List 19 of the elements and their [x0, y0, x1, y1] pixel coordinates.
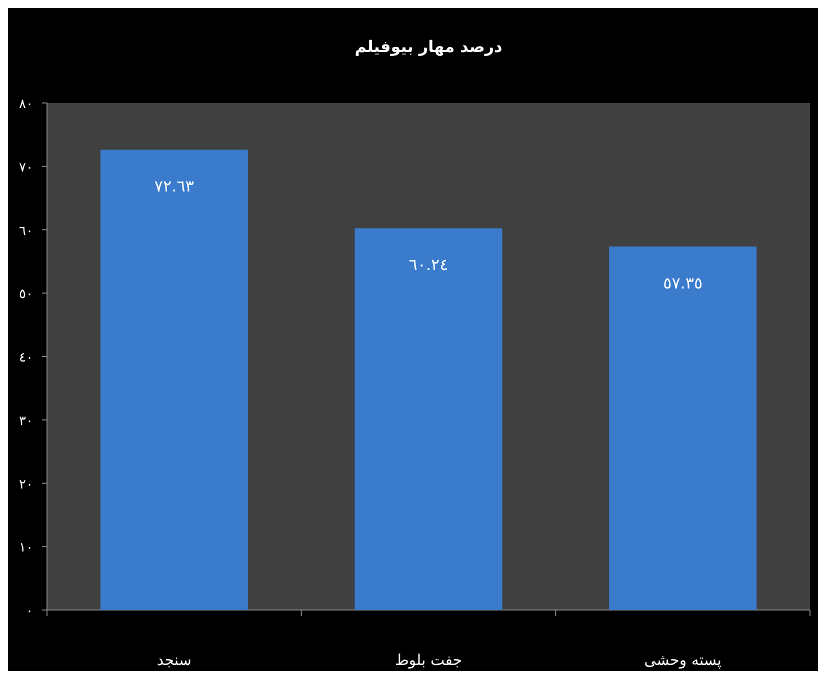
x-tick-label: جفت بلوط [394, 651, 462, 669]
x-tick-label: پسته وحشی [644, 651, 722, 669]
y-tick-label: ٥٠ [19, 287, 33, 302]
y-tick-label: ٤٠ [19, 350, 33, 366]
x-tick-label: سنجد [156, 651, 192, 669]
bar [100, 150, 248, 610]
bar [609, 246, 757, 610]
bar [354, 228, 502, 610]
data-label: ٦٠.٢٤ [408, 255, 448, 274]
y-tick-label: ٦٠ [19, 224, 33, 239]
y-tick-label: ٣٠ [19, 414, 33, 429]
data-label: ٧٢.٦٣ [154, 176, 194, 196]
y-tick-label: ٧٠ [19, 160, 33, 176]
y-tick-label: ٨٠ [19, 97, 33, 112]
data-label: ٥٧.٣٥ [663, 274, 703, 293]
chart-title: درصد مهار بیوفیلم [354, 37, 502, 56]
y-tick-label: ٢٠ [19, 477, 33, 492]
y-tick-label: ٠ [26, 604, 33, 619]
y-tick-label: ١٠ [19, 540, 33, 556]
